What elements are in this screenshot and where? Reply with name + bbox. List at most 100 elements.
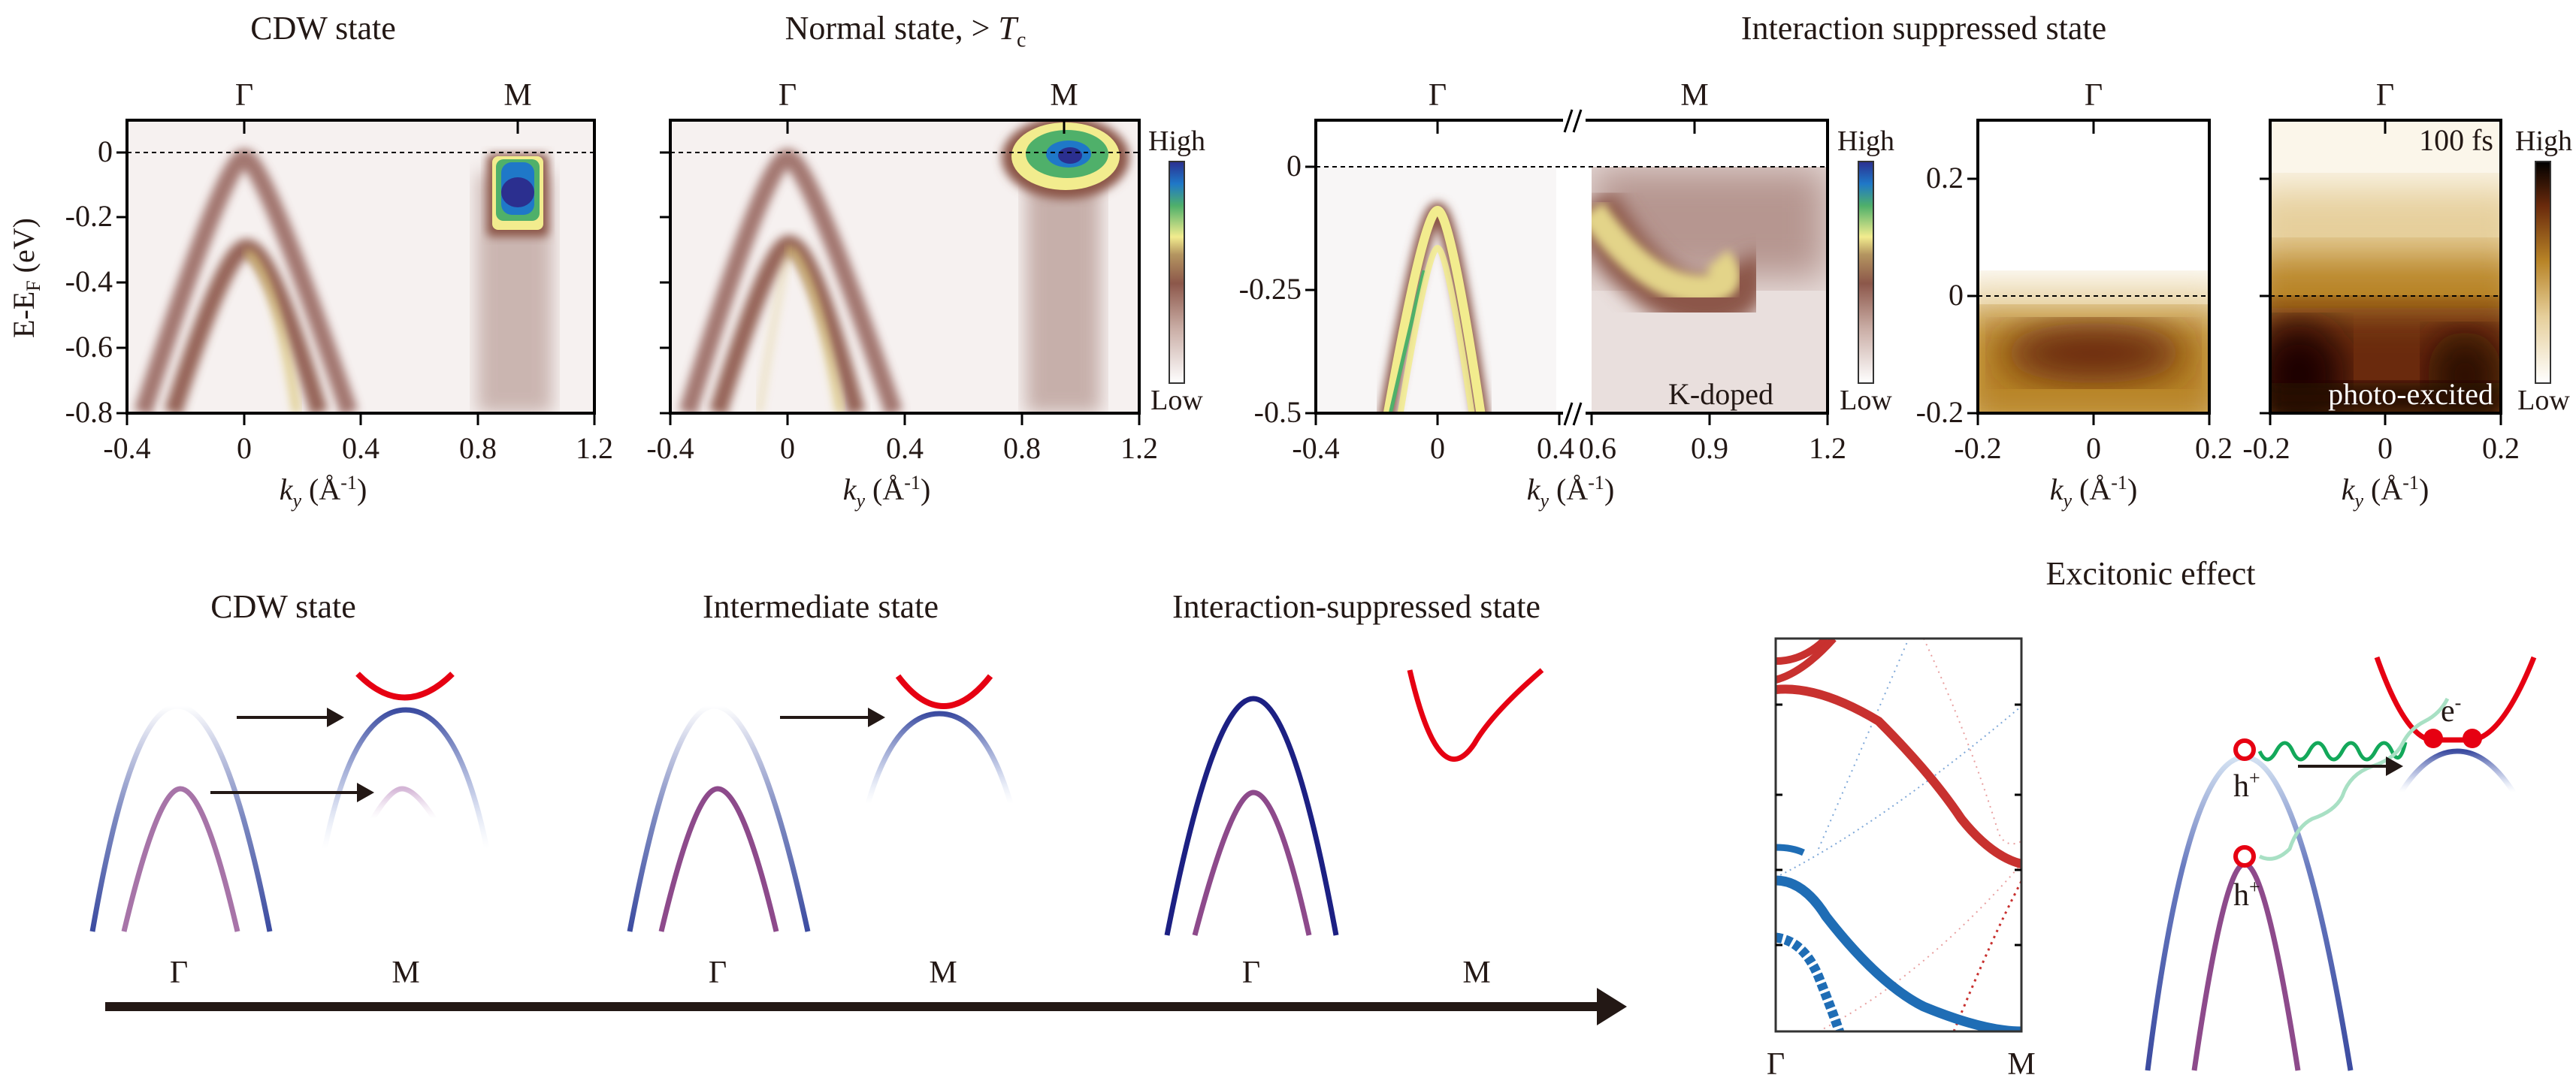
progression-arrow-head	[1597, 988, 1627, 1025]
xtick-label: 0	[237, 431, 252, 465]
xtick-label: 0.4	[886, 431, 924, 465]
xtick-label: -0.2	[1954, 431, 2001, 465]
x-axis-label: ky (Å-1)	[1527, 472, 1615, 512]
electron-marker-left	[2423, 729, 2443, 748]
band-inner-gamma-highlight	[787, 245, 843, 413]
title-normal-T: T	[998, 10, 1019, 47]
exciton-outer-valence-band	[2145, 754, 2354, 1071]
m-band-yellow	[1592, 202, 1740, 304]
xtick-label: 0.2	[2195, 431, 2233, 465]
ytick-label: -0.6	[65, 330, 113, 364]
axis-break-bottom	[1572, 402, 1583, 426]
m-pocket-core	[1058, 147, 1082, 164]
hole-marker-upper	[2233, 738, 2256, 761]
x-axis-ticks: -0.4 0 0.4 0.6 0.9 1.2	[1292, 413, 1846, 465]
ytick-label: -0.8	[65, 395, 113, 429]
panel-normal-intensity	[679, 120, 1129, 413]
calc-red-conduction-band	[1776, 684, 2021, 868]
y-axis-ticks	[2260, 177, 2270, 415]
band-inner-gamma	[164, 238, 328, 413]
ytick-label: -0.2	[65, 199, 113, 233]
xtick-label: 0	[1430, 431, 1445, 465]
label-m: M	[929, 956, 957, 990]
xtick-label: -0.4	[646, 431, 694, 465]
xtick-label: -0.4	[103, 431, 150, 465]
calc-bands	[1776, 639, 2021, 1031]
label-gamma: Γ	[170, 956, 188, 990]
m-conduction-band	[895, 674, 993, 709]
label-m: M	[1680, 78, 1708, 113]
delay-annotation: 100 fs	[2419, 123, 2493, 157]
photo-excited-annotation: photo-excited	[2328, 377, 2493, 411]
intensity-bottom	[2270, 383, 2501, 413]
panel-equilibrium-intensity	[1978, 285, 2209, 413]
exciton-coupling-lower	[2258, 697, 2450, 861]
m-pocket-core	[501, 177, 534, 207]
label-gamma: Γ	[709, 956, 727, 990]
ytick-label: -0.25	[1239, 272, 1302, 306]
calc-blue-band-short	[1776, 844, 1805, 856]
schematic-title-intermediate: Intermediate state	[703, 588, 939, 625]
calc-band-structure: Γ M	[1767, 637, 2036, 1082]
band-outer-gamma	[1383, 205, 1486, 413]
axis-break-bottom	[1563, 402, 1574, 426]
panel-k-doped-gamma-intensity	[1379, 201, 1489, 413]
xtick-label: -0.2	[2242, 431, 2290, 465]
y-axis-ticks: 0.2 0 -0.2	[1916, 161, 1978, 429]
label-m: M	[392, 956, 419, 990]
calc-ticks	[1776, 703, 2021, 947]
xtick-label: 1.2	[1809, 431, 1846, 465]
xtick-label: 0.2	[2482, 431, 2520, 465]
colorbar-high-label: High	[1148, 125, 1205, 157]
xtick-label: 0	[2378, 431, 2393, 465]
schematic-cdw	[89, 672, 490, 932]
schematic-momentum-labels: Γ M Γ M Γ M	[170, 956, 1491, 990]
band-outer-gamma-core	[1388, 270, 1426, 413]
xtick-label: -0.4	[1292, 431, 1339, 465]
colorbar-low-label: Low	[1150, 385, 1203, 416]
k-doped-annotation: K-doped	[1668, 377, 1773, 411]
ytick-label: -0.2	[1916, 395, 1964, 429]
x-axis-ticks: -0.2 0 0.2	[2242, 413, 2520, 465]
calc-red-band-top2	[1776, 639, 1837, 684]
m-tail	[1026, 180, 1101, 413]
label-m: M	[503, 78, 531, 113]
label-m: M	[1462, 956, 1490, 990]
ytick-label: 0	[1949, 278, 1964, 312]
label-gamma: Γ	[235, 78, 253, 113]
exciton-m-folded-band	[2399, 748, 2516, 794]
colorbar-low-label: Low	[2517, 385, 2570, 416]
panel-equilibrium: Γ 0.2 0 -0.2 -0.2 0 0.2 ky (Å-1)	[1916, 78, 2233, 512]
exciton-coupling-upper	[2257, 741, 2408, 762]
y-axis-ticks: 0 -0.25 -0.5	[1239, 149, 1316, 429]
label-gamma: Γ	[779, 78, 797, 113]
x-axis-label: ky (Å-1)	[2342, 472, 2429, 512]
exciton-schematic: h+ h+ e-	[2145, 656, 2537, 1071]
band-inner-gamma-highlight	[244, 249, 300, 413]
title-suppressed-state: Interaction suppressed state	[1741, 10, 2106, 47]
intensity-band-top	[2003, 323, 2184, 383]
x-axis-ticks: -0.4 0 0.4 0.8 1.2	[646, 413, 1158, 465]
label-m: M	[1050, 78, 1078, 113]
gamma-outer-band	[89, 703, 273, 932]
xtick-label: 0.4	[1537, 431, 1574, 465]
colorbar-high-label: High	[2515, 125, 2572, 157]
m-backfolded-outer-band	[322, 707, 490, 850]
panel-cdw-intensity	[134, 148, 552, 413]
gamma-outer-band	[1164, 696, 1339, 936]
hole-label-upper: h+	[2233, 767, 2260, 804]
xtick-label: 0	[780, 431, 795, 465]
fold-arrow-head	[868, 708, 885, 727]
label-gamma: Γ	[2376, 78, 2394, 113]
m-backfolded-band	[865, 711, 1014, 805]
band-inner-gamma	[1397, 244, 1475, 413]
electron-label: e-	[2441, 692, 2461, 729]
colorbar-arpes	[1169, 161, 1185, 384]
label-gamma: Γ	[1242, 956, 1260, 990]
xtick-label: 0.8	[1003, 431, 1041, 465]
title-normal-text: Normal state, >	[785, 10, 999, 47]
m-backfolded-inner-band	[370, 786, 437, 820]
xtick-label: 0.6	[1579, 431, 1616, 465]
gamma-inner-band	[658, 786, 779, 932]
